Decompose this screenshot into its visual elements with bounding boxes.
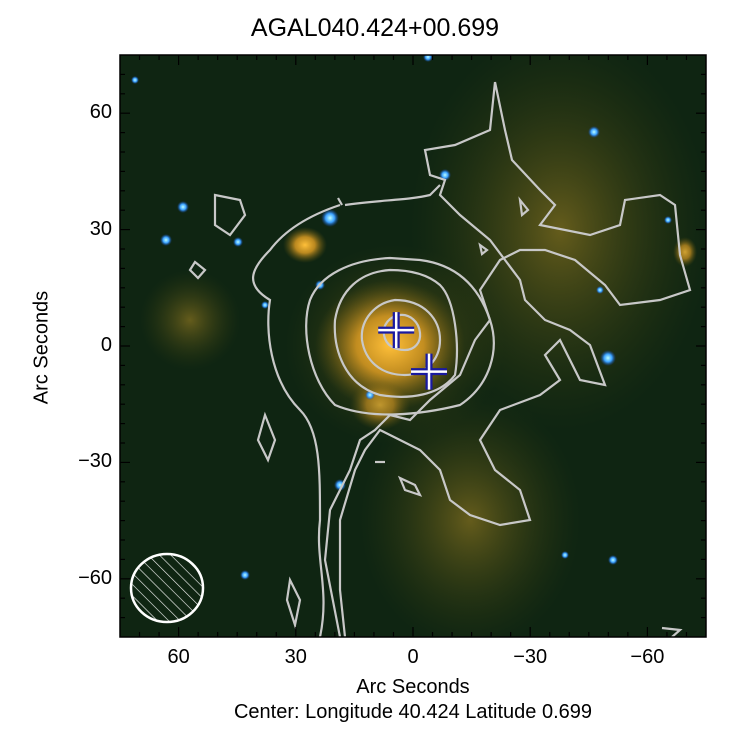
sky-image: [120, 55, 706, 637]
axis-ticks: [120, 55, 706, 637]
x-axis-label: Arc Seconds: [356, 676, 470, 698]
cross-marker: [411, 353, 448, 390]
plot-title: AGAL040.424+00.699: [250, 14, 500, 42]
y-tick-label: −30: [78, 450, 112, 473]
x-tick-label: −60: [630, 646, 665, 668]
x-tick-label: 60: [167, 646, 190, 668]
beam-ellipse: [129, 552, 205, 624]
y-tick-label: 0: [100, 334, 112, 356]
y-tick-label: −60: [78, 566, 112, 589]
cross-marker: [378, 312, 415, 349]
stars: [131, 55, 672, 580]
source-markers: [378, 312, 448, 390]
center-coordinates: Center: Longitude 40.424 Latitude 0.699: [233, 701, 593, 723]
y-tick-label: 30: [89, 217, 112, 240]
x-tick-label: 0: [407, 646, 419, 668]
y-tick-label: 60: [89, 101, 112, 124]
x-tick-label: 30: [284, 646, 307, 668]
x-tick-label: −30: [513, 646, 548, 668]
contours: [188, 81, 692, 637]
